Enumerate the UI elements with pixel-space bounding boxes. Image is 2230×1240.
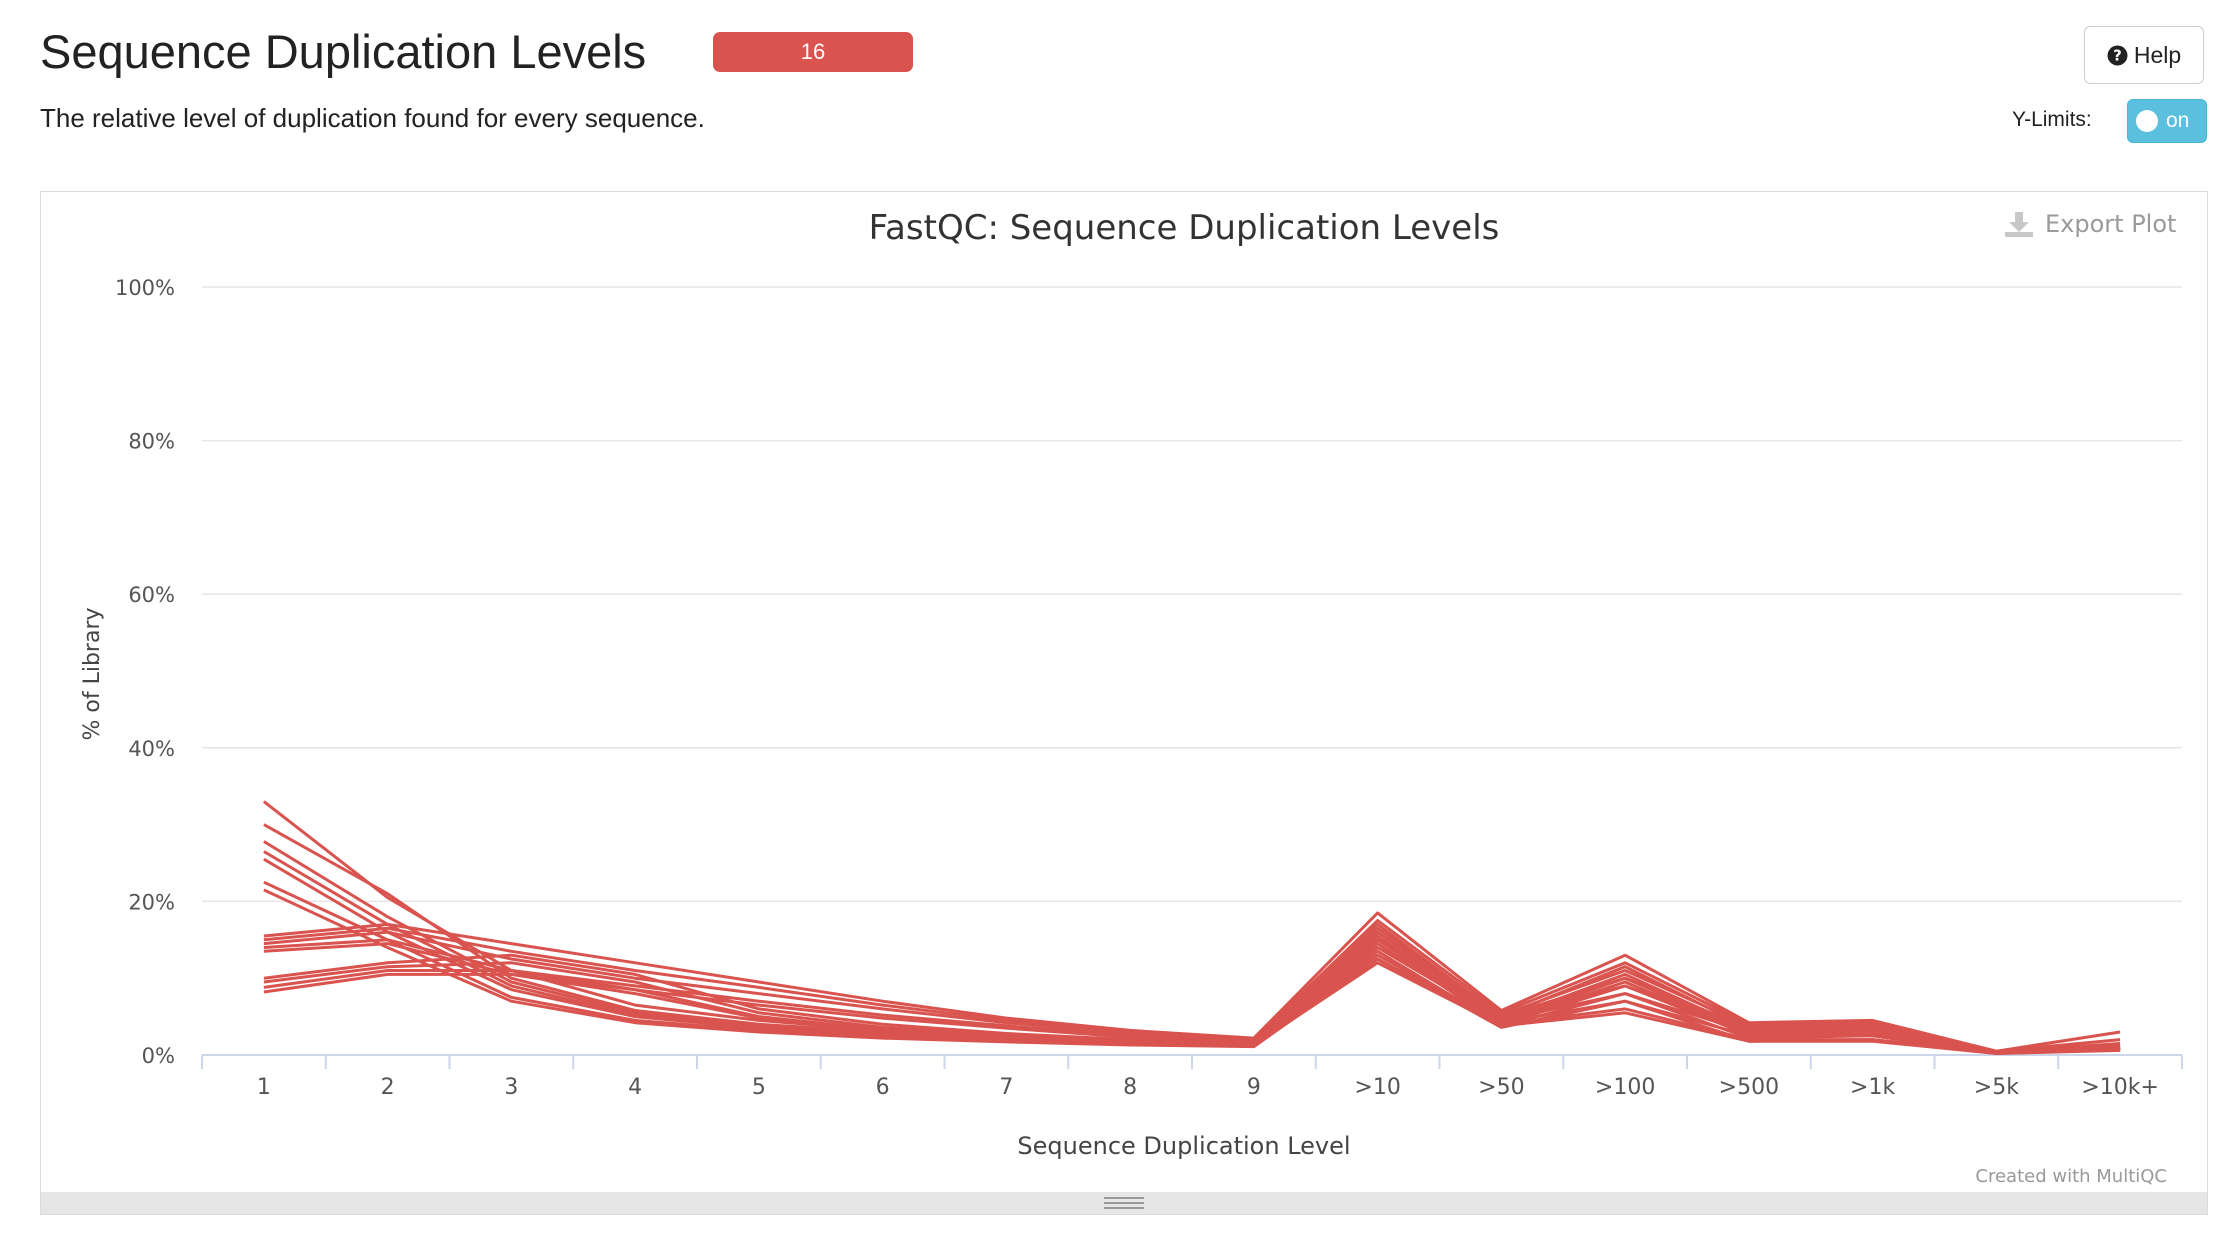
ylimits-label: Y-Limits: <box>2012 108 2092 131</box>
x-axis-title: Sequence Duplication Level <box>1017 1132 1350 1160</box>
x-tick-label: >1k <box>1850 1075 1895 1100</box>
svg-text:?: ? <box>2113 47 2122 64</box>
x-tick-label: >10 <box>1354 1075 1400 1100</box>
question-circle-icon: ? <box>2107 45 2128 65</box>
help-label: Help <box>2133 41 2182 68</box>
x-tick-label: >10k+ <box>2081 1075 2159 1100</box>
x-tick-label: >100 <box>1595 1075 1655 1100</box>
series-line-12[interactable] <box>263 938 2121 1054</box>
x-tick-label: 7 <box>999 1075 1013 1100</box>
toggle-knob <box>2136 110 2158 132</box>
series-line-8[interactable] <box>263 911 2121 1053</box>
x-tick-label: 8 <box>1123 1075 1137 1100</box>
x-tick-label: >5k <box>1974 1075 2019 1100</box>
line-chart: 0% 20% 40% 60% 80% 100% 1 2 3 4 5 6 7 8 9 >10 >50 >100 >50… <box>80 208 2183 1187</box>
x-tick-label: 2 <box>381 1075 395 1100</box>
chart-title: FastQC: Sequence Duplication Levels <box>869 208 1500 248</box>
x-tick-label: 4 <box>628 1075 642 1100</box>
ylimits-toggle[interactable]: on <box>2127 99 2207 143</box>
y-tick-label: 80% <box>128 430 175 454</box>
x-tick-label: 3 <box>504 1075 518 1100</box>
export-plot-button[interactable]: Export Plot <box>2003 210 2176 238</box>
y-tick-label: 0% <box>142 1044 175 1068</box>
page-title: Sequence Duplication Levels <box>40 25 647 78</box>
y-tick-label: 100% <box>115 276 175 300</box>
series-line-1[interactable] <box>262 800 2121 1054</box>
help-button[interactable]: ? Help <box>2084 26 2204 84</box>
series-line-16[interactable] <box>263 961 2121 1055</box>
ylimits-toggle-label: on <box>2166 109 2190 132</box>
series-line-10[interactable] <box>263 926 2121 1054</box>
x-tick-label: 6 <box>876 1075 890 1100</box>
series-line-2[interactable] <box>263 823 2121 1054</box>
x-tick-label: >500 <box>1719 1075 1779 1100</box>
x-tick-label: >50 <box>1478 1075 1524 1100</box>
export-plot-label: Export Plot <box>2045 210 2177 238</box>
download-icon <box>2005 212 2033 237</box>
y-tick-label: 60% <box>128 583 175 607</box>
status-badge: 16 <box>713 32 913 72</box>
y-tick-label: 20% <box>128 890 175 914</box>
y-tick-label: 40% <box>128 737 175 761</box>
created-with-credit[interactable]: Created with MultiQC <box>1975 1166 2167 1187</box>
y-axis-title: % of Library <box>80 607 105 740</box>
plot-resize-bar[interactable] <box>41 1192 2207 1214</box>
x-tick-label: 1 <box>257 1075 271 1100</box>
x-tick-label: 9 <box>1247 1075 1261 1100</box>
resize-handle-icon <box>1104 1197 1144 1212</box>
page-description: The relative level of duplication found … <box>40 103 705 133</box>
plot-panel: 0% 20% 40% 60% 80% 100% 1 2 3 4 5 6 7 8 9 >10 >50 >100 >50… <box>40 191 2208 1215</box>
x-tick-label: 5 <box>752 1075 766 1100</box>
